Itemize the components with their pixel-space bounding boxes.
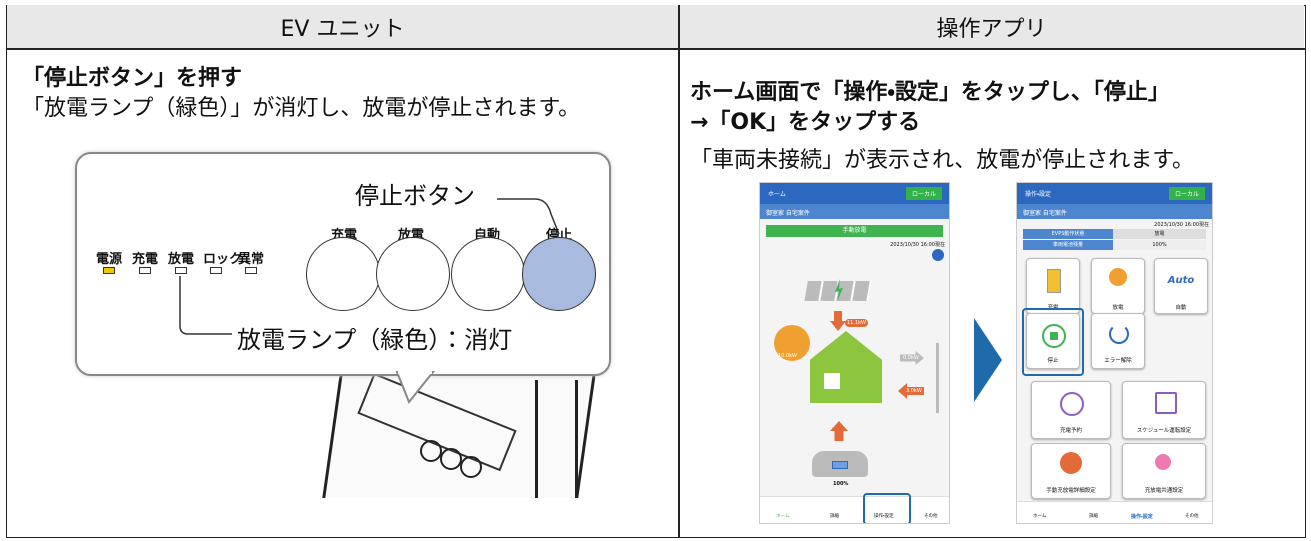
tab: 操作・設定 (1131, 514, 1153, 520)
row-rule (7, 48, 1305, 50)
callout-label: 停止ボタン (355, 182, 475, 210)
callout-pointer (395, 370, 435, 404)
app-bar (760, 183, 949, 204)
lamp-note: 放電ランプ（緑色）：消灯 (237, 326, 513, 354)
phone-screen: 操作・設定 ローカル 御室家 自宅案件 2023/10/30 16:00現在 E… (1016, 182, 1213, 524)
tab-highlight (863, 493, 911, 523)
status-value: 放電 (1113, 229, 1206, 239)
site-name: 御室家 自宅案件 (766, 210, 810, 217)
phone-screen: ホーム ローカル 御室家 自宅案件 手動放電 2023/10/30 16:00現… (759, 182, 950, 524)
tab: その他 (1185, 514, 1199, 519)
button (522, 237, 596, 311)
lamp-label: 電源 (96, 252, 123, 267)
tile-label: 自動 (1175, 305, 1187, 311)
arrow (898, 383, 924, 399)
mode-badge: ローカル (906, 187, 943, 200)
flow-value: 11.1kW (845, 319, 868, 327)
battery-icon (832, 461, 848, 469)
flow-value: 0.0kW (903, 355, 919, 361)
device-illustration (320, 360, 600, 498)
arrow (900, 351, 924, 365)
battery-level: 100% (833, 481, 849, 487)
utility-pole (936, 343, 939, 413)
step-arrow (974, 318, 1002, 402)
tile-label: スケジュール運転設定 (1136, 428, 1192, 434)
timestamp: 2023/10/30 16:00現在 (1154, 222, 1209, 228)
status-value: 100% (1113, 240, 1206, 250)
heading: →「OK」をタップする (690, 110, 921, 135)
lamp-label: 放電 (168, 252, 195, 267)
button (451, 237, 525, 311)
status-label: 車両電池残量 (1023, 240, 1113, 250)
button (376, 237, 450, 311)
tab: 詳細 (830, 514, 839, 519)
lamp-label: 充電 (132, 252, 159, 267)
sub-bar (760, 204, 949, 219)
header-cell: 操作アプリ (679, 5, 1304, 48)
arrow (830, 311, 846, 331)
sub-bar (1017, 204, 1212, 219)
screen-title: ホーム (768, 191, 786, 198)
column-rule (678, 5, 680, 537)
tile: 手動充放電詳細設定 (1031, 443, 1111, 499)
header-cell: EV ユニット (7, 5, 678, 48)
header-text: EV ユニット (280, 16, 405, 42)
timestamp: 2023/10/30 16:00現在 (890, 242, 945, 248)
tile: 放電 (1091, 258, 1145, 314)
house (810, 331, 882, 403)
lamp-label: ロック (203, 252, 243, 267)
tile: 充放電共通設定 (1122, 443, 1206, 499)
tab-bar (1017, 501, 1212, 523)
tab: ホーム (1033, 514, 1047, 519)
tile-icon: Auto (1167, 275, 1195, 286)
app-bar (1017, 183, 1212, 204)
body-text: 「車両未接続」が表示され、放電が停止されます。 (690, 148, 1195, 173)
tab: 操作・設定 (874, 514, 894, 519)
body-text: 「放電ランプ（緑色）」が消灯し、放電が停止されます。 (22, 96, 581, 121)
tile: エラー解除 (1091, 313, 1145, 369)
tab: ホーム (776, 514, 790, 519)
screen-title: 操作・設定 (1025, 191, 1052, 198)
flow-value: 3.0kW (906, 388, 922, 394)
status-bar: 手動放電 (766, 225, 943, 237)
tile-label: 充電予約 (1059, 428, 1082, 434)
lamp (175, 267, 187, 274)
house-window (824, 373, 840, 389)
tile-label: 手動充放電詳細設定 (1046, 488, 1096, 494)
heading: 「停止ボタン」を押す (22, 66, 243, 91)
lamp (139, 267, 151, 274)
lamp (210, 267, 222, 274)
lamp (245, 267, 257, 274)
lamp (103, 267, 115, 274)
tile: スケジュール運転設定 (1122, 381, 1206, 439)
tile: Auto 自動 (1154, 258, 1208, 314)
tile-label: エラー解除 (1104, 358, 1132, 364)
heading: ホーム画面で「操作・設定」をタップし、「停止」 (690, 80, 1170, 105)
tile-label: 停止 (1047, 358, 1059, 364)
tile: 停止 (1026, 313, 1080, 369)
site-name: 御室家 自宅案件 (1023, 210, 1067, 217)
refresh-icon (932, 249, 944, 261)
tab-bar (760, 496, 949, 523)
tile-highlight (1022, 308, 1084, 376)
header-text: 操作アプリ (936, 16, 1047, 42)
leader-line (497, 198, 560, 235)
arrow (830, 421, 848, 441)
button (306, 237, 380, 311)
tab: 詳細 (1089, 514, 1098, 519)
mode-badge: ローカル (1169, 187, 1206, 200)
lamp-label: 異常 (238, 252, 265, 267)
lightning (835, 279, 843, 301)
tile: 充電予約 (1031, 381, 1111, 439)
tile-label: 放電 (1112, 305, 1124, 311)
flow-value: 10.0kW (778, 353, 797, 359)
tile: 充電 (1026, 258, 1080, 314)
tile-label: 充放電共通設定 (1144, 488, 1184, 494)
tab: その他 (924, 514, 938, 519)
status-label: EVPS動作状態 (1023, 229, 1113, 239)
lamp-leader (179, 276, 232, 335)
load-icon (774, 325, 810, 361)
